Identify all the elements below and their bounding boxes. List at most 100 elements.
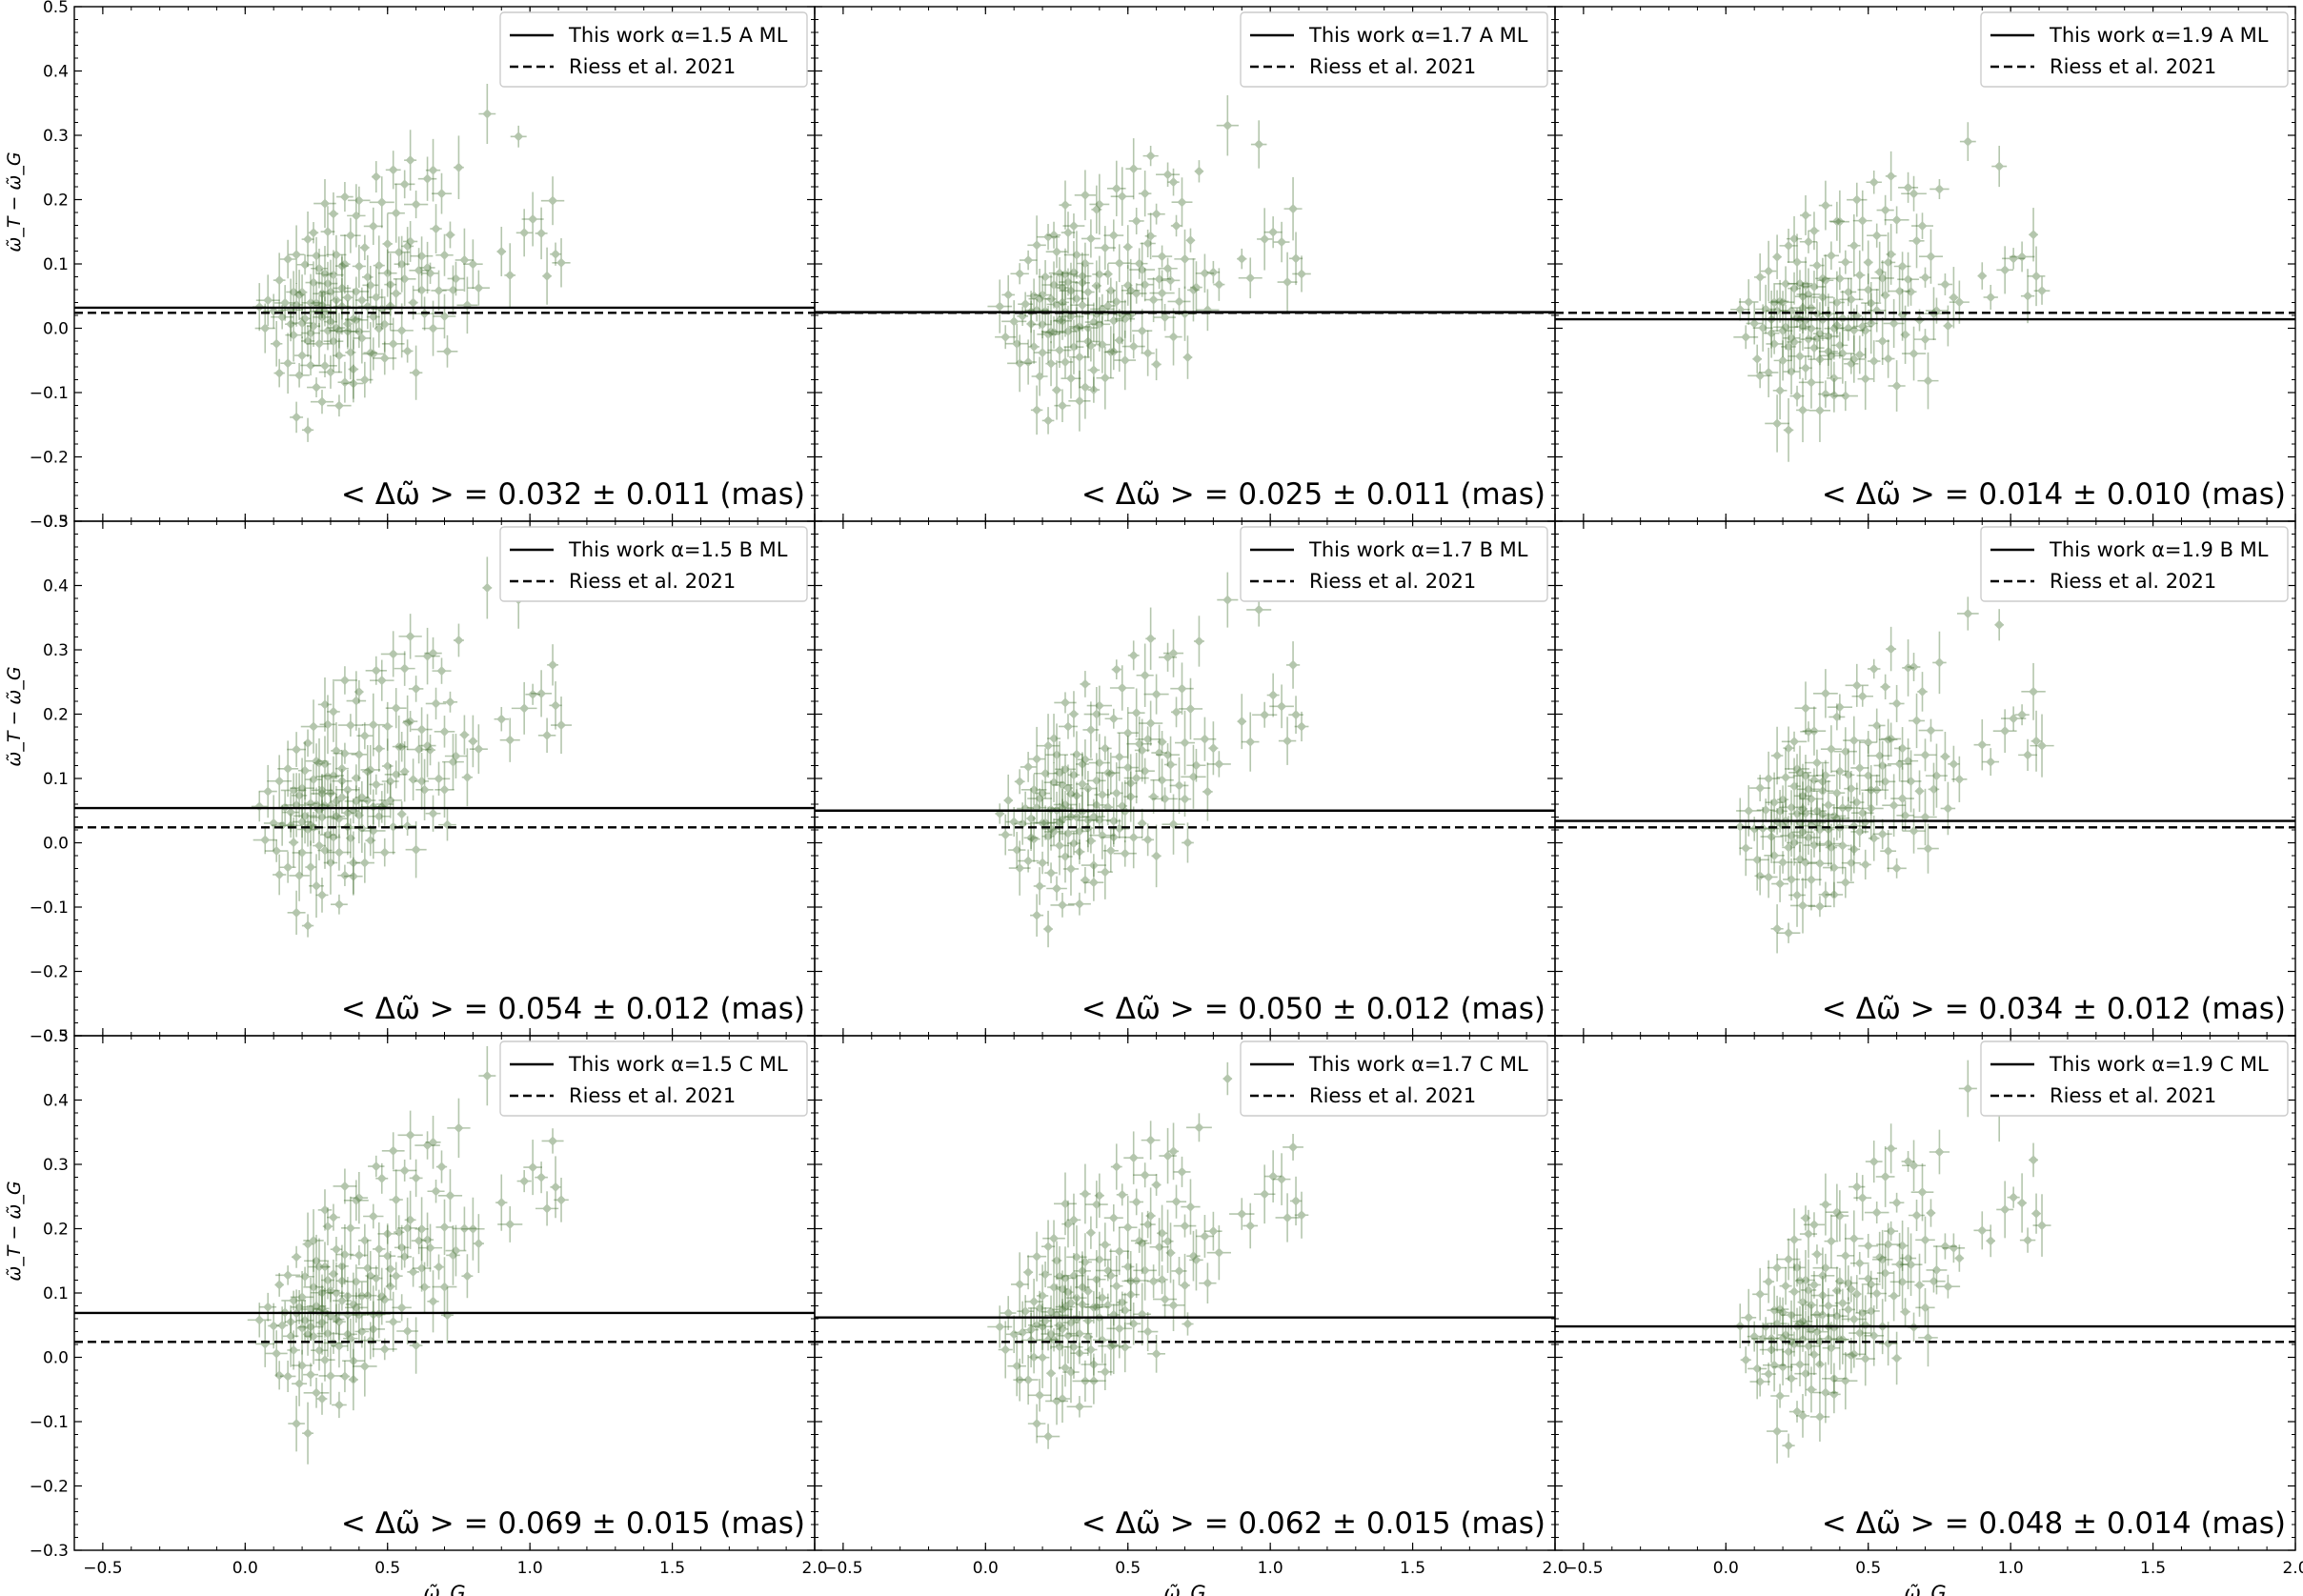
- data-point: [1193, 616, 1204, 667]
- point-marker: [1094, 199, 1104, 210]
- point-marker: [1120, 848, 1130, 859]
- data-point: [1880, 271, 1890, 319]
- data-point: [431, 172, 453, 214]
- data-point: [1164, 308, 1182, 366]
- point-marker: [1755, 871, 1766, 881]
- data-point: [1788, 270, 1812, 297]
- point-marker: [1055, 818, 1065, 828]
- point-marker: [1000, 830, 1011, 840]
- point-marker: [371, 172, 381, 182]
- data-point: [1190, 261, 1202, 314]
- point-marker: [356, 295, 367, 306]
- point-marker: [312, 756, 322, 766]
- point-marker: [1846, 358, 1856, 369]
- data-point: [331, 721, 342, 779]
- point-marker: [306, 328, 316, 338]
- data-point: [1068, 241, 1079, 304]
- point-marker: [1068, 838, 1079, 849]
- point-marker: [1009, 316, 1020, 327]
- data-point: [329, 313, 350, 349]
- data-point: [305, 764, 322, 796]
- point-marker: [1057, 297, 1067, 308]
- data-point: [1110, 167, 1134, 226]
- data-point: [1905, 277, 1917, 306]
- data-point: [331, 800, 348, 837]
- point-marker: [1891, 863, 1902, 874]
- data-point: [1809, 241, 1825, 290]
- point-marker: [325, 287, 335, 297]
- point-marker: [1020, 299, 1031, 310]
- point-marker: [1787, 802, 1797, 813]
- point-marker: [1903, 662, 1913, 673]
- point-marker: [1151, 851, 1162, 861]
- point-marker: [482, 582, 493, 593]
- point-marker: [1023, 856, 1034, 866]
- point-marker: [354, 687, 364, 697]
- legend-reference-label: Riess et al. 2021: [1309, 55, 1476, 78]
- data-point: [301, 1277, 320, 1342]
- data-point: [1074, 838, 1085, 864]
- data-point: [1135, 726, 1161, 753]
- data-point: [537, 717, 556, 754]
- point-marker: [303, 1239, 313, 1249]
- point-marker: [1803, 832, 1813, 842]
- data-point: [289, 363, 310, 388]
- data-point: [344, 785, 369, 818]
- data-point: [1071, 791, 1094, 833]
- point-marker: [1038, 818, 1048, 828]
- point-marker: [348, 378, 358, 389]
- data-point: [291, 1289, 309, 1324]
- data-point: [1827, 361, 1842, 395]
- data-point: [1870, 260, 1894, 296]
- point-marker: [1268, 227, 1279, 237]
- data-point: [381, 764, 399, 798]
- point-marker: [396, 325, 407, 335]
- data-point: [1062, 764, 1074, 812]
- point-marker: [331, 811, 341, 821]
- point-marker: [309, 1282, 319, 1292]
- point-marker: [1171, 220, 1182, 231]
- data-point: [1982, 748, 2000, 777]
- data-point: [436, 334, 458, 368]
- legend-this-work-label: This work α=1.9 B ML: [2049, 538, 2269, 561]
- mean-offset-annotation: < Δω̃ > = 0.032 ± 0.011 (mas): [341, 477, 805, 512]
- data-point: [1138, 700, 1163, 746]
- point-marker: [1032, 754, 1042, 764]
- point-marker: [303, 1329, 313, 1340]
- data-point: [380, 631, 406, 677]
- data-point: [1080, 671, 1091, 697]
- data-point: [303, 729, 313, 758]
- data-point: [1100, 291, 1116, 321]
- point-marker: [431, 224, 441, 234]
- data-point: [336, 181, 354, 212]
- data-point: [1156, 743, 1181, 767]
- data-point: [461, 748, 474, 807]
- point-marker: [556, 720, 567, 731]
- point-marker: [1297, 269, 1307, 279]
- data-point: [1917, 823, 1939, 874]
- data-point: [1046, 221, 1061, 249]
- point-marker: [342, 784, 353, 795]
- point-marker: [454, 635, 464, 645]
- point-marker: [1049, 734, 1060, 744]
- data-point: [1123, 753, 1149, 804]
- data-point: [1041, 316, 1066, 349]
- point-marker: [1043, 415, 1054, 426]
- point-marker: [1000, 332, 1011, 342]
- point-marker: [274, 869, 285, 879]
- point-marker: [1923, 375, 1933, 386]
- data-point: [531, 670, 553, 717]
- data-point: [1067, 753, 1081, 797]
- data-point: [1819, 333, 1844, 378]
- point-marker: [348, 364, 358, 374]
- point-marker: [1131, 708, 1141, 718]
- data-point: [1817, 307, 1839, 366]
- point-marker: [1015, 269, 1025, 279]
- data-point: [1102, 829, 1119, 873]
- point-marker: [448, 285, 458, 295]
- point-marker: [1046, 868, 1057, 879]
- data-point: [310, 1274, 334, 1311]
- data-point: [1144, 212, 1157, 260]
- point-marker: [1891, 698, 1902, 709]
- data-point: [280, 333, 295, 394]
